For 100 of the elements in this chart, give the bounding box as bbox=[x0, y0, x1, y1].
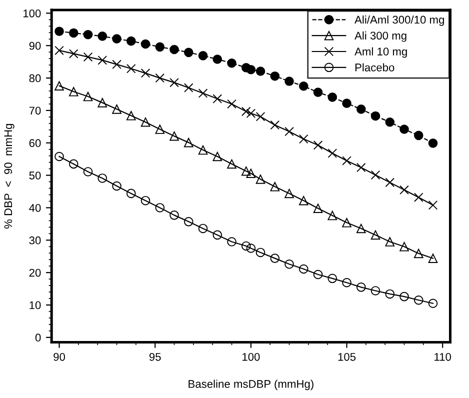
legend-label: Aml 10 mg bbox=[354, 47, 407, 58]
point bbox=[356, 162, 366, 172]
point bbox=[370, 230, 380, 240]
point bbox=[284, 259, 294, 269]
point bbox=[400, 242, 409, 252]
point bbox=[54, 81, 64, 90]
point bbox=[126, 36, 136, 46]
y-tick-label: 30 bbox=[29, 236, 41, 244]
point bbox=[68, 49, 78, 58]
point bbox=[342, 218, 352, 228]
y-axis-title: % DBP < 90 mmHg bbox=[4, 124, 14, 229]
point bbox=[68, 87, 78, 96]
point bbox=[385, 237, 395, 246]
point bbox=[385, 117, 395, 127]
point bbox=[112, 181, 122, 191]
point bbox=[212, 54, 222, 64]
point bbox=[170, 210, 179, 220]
point bbox=[227, 99, 236, 109]
y-tick-label: 100 bbox=[23, 9, 41, 18]
point bbox=[284, 188, 294, 198]
point bbox=[126, 110, 136, 120]
point bbox=[112, 34, 122, 44]
point bbox=[246, 168, 256, 178]
point bbox=[342, 98, 352, 108]
point bbox=[414, 130, 424, 140]
point bbox=[298, 196, 308, 206]
point bbox=[140, 196, 150, 206]
point bbox=[370, 286, 380, 296]
point bbox=[184, 217, 194, 226]
point bbox=[170, 44, 179, 54]
point bbox=[198, 145, 208, 155]
point bbox=[98, 98, 108, 108]
point bbox=[246, 244, 256, 253]
point bbox=[256, 248, 266, 258]
point bbox=[428, 298, 438, 308]
point bbox=[270, 182, 280, 192]
point bbox=[370, 111, 380, 121]
point bbox=[126, 188, 136, 198]
point bbox=[385, 289, 395, 299]
point bbox=[155, 203, 165, 212]
point bbox=[270, 254, 280, 263]
point bbox=[198, 51, 208, 60]
point bbox=[68, 159, 78, 169]
point bbox=[246, 64, 256, 74]
point bbox=[356, 104, 366, 114]
y-tick-label: 60 bbox=[29, 139, 41, 148]
point bbox=[170, 78, 179, 88]
point bbox=[428, 138, 438, 148]
point bbox=[112, 60, 122, 70]
point bbox=[414, 192, 424, 202]
point bbox=[112, 104, 122, 114]
point bbox=[256, 66, 266, 76]
point bbox=[155, 124, 165, 134]
point bbox=[227, 159, 236, 169]
point bbox=[212, 152, 222, 162]
point bbox=[400, 124, 409, 134]
point bbox=[356, 282, 366, 292]
point bbox=[313, 204, 323, 214]
y-tick-label: 80 bbox=[29, 74, 41, 82]
point bbox=[140, 68, 150, 78]
point bbox=[342, 156, 352, 166]
point bbox=[428, 254, 438, 263]
x-tick-label: 110 bbox=[434, 352, 451, 361]
point bbox=[241, 166, 251, 176]
point bbox=[270, 120, 280, 130]
point bbox=[155, 42, 165, 52]
point bbox=[98, 174, 108, 183]
point bbox=[370, 170, 380, 180]
point bbox=[298, 264, 308, 274]
point bbox=[313, 88, 323, 97]
point bbox=[256, 112, 266, 122]
point bbox=[414, 248, 424, 258]
point bbox=[83, 167, 93, 176]
x-tick-label: 95 bbox=[149, 352, 161, 361]
point bbox=[400, 185, 409, 195]
y-tick-label: 20 bbox=[29, 268, 41, 277]
point bbox=[212, 230, 222, 240]
point bbox=[328, 274, 338, 284]
point bbox=[313, 140, 323, 150]
point bbox=[246, 108, 256, 118]
y-tick-label: 50 bbox=[29, 172, 41, 180]
point bbox=[68, 28, 78, 38]
point bbox=[241, 106, 251, 116]
y-tick-label: 40 bbox=[29, 204, 41, 212]
legend-label: Placebo bbox=[355, 63, 394, 72]
point bbox=[298, 134, 308, 144]
point bbox=[83, 92, 93, 102]
point bbox=[328, 210, 338, 220]
point bbox=[155, 73, 165, 83]
point bbox=[256, 174, 266, 184]
point bbox=[140, 39, 150, 49]
point bbox=[414, 295, 424, 305]
point bbox=[54, 26, 64, 36]
point bbox=[83, 52, 93, 62]
point bbox=[328, 148, 338, 158]
point bbox=[342, 278, 352, 288]
point bbox=[98, 32, 108, 41]
point bbox=[284, 76, 294, 86]
x-tick-label: 90 bbox=[54, 352, 65, 361]
point bbox=[140, 117, 150, 127]
